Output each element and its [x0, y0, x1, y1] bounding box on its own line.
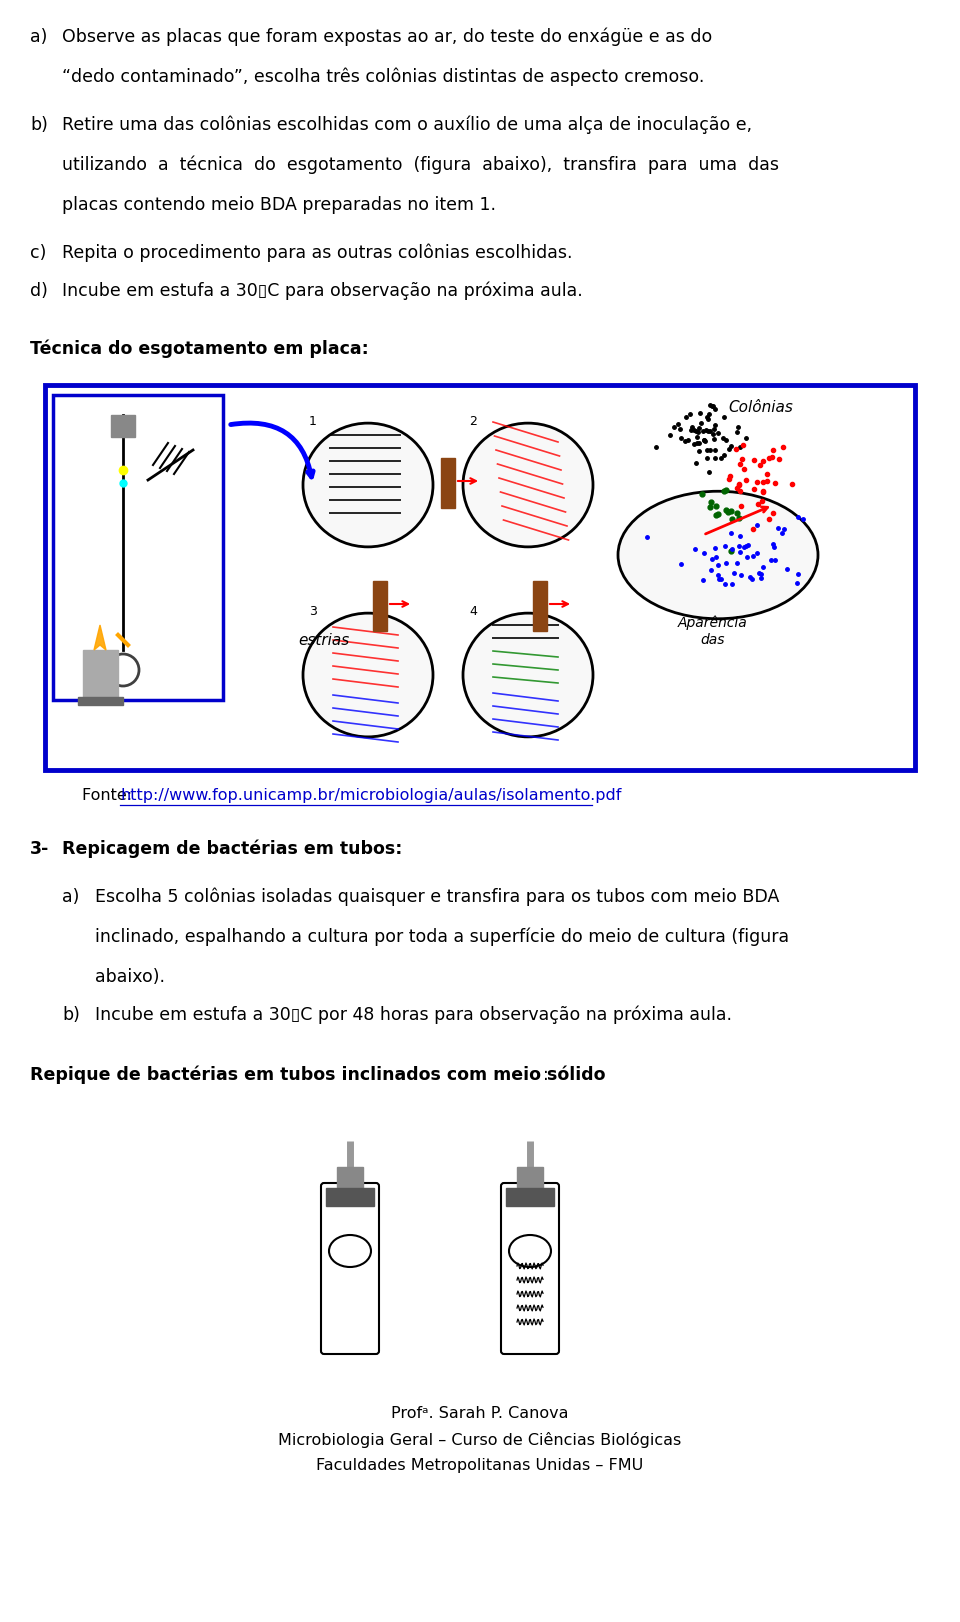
Bar: [45, 384, 915, 770]
Text: http://www.fop.unicamp.br/microbiologia/aulas/isolamento.pdf: http://www.fop.unicamp.br/microbiologia/…: [120, 788, 621, 803]
Text: a): a): [62, 887, 80, 907]
Text: Repique de bactérias em tubos inclinados com meio sólido: Repique de bactérias em tubos inclinados…: [30, 1066, 606, 1085]
Bar: [337, 1166, 363, 1189]
Text: c): c): [30, 243, 46, 263]
Text: 1: 1: [309, 415, 317, 428]
Text: b): b): [62, 1006, 80, 1023]
Text: Faculdades Metropolitanas Unidas – FMU: Faculdades Metropolitanas Unidas – FMU: [317, 1458, 643, 1473]
Text: Incube em estufa a 30▯C por 48 horas para observação na próxima aula.: Incube em estufa a 30▯C por 48 horas par…: [95, 1006, 732, 1025]
Text: Técnica do esgotamento em placa:: Técnica do esgotamento em placa:: [30, 341, 369, 358]
Text: a): a): [30, 28, 47, 45]
Bar: [83, 650, 118, 701]
Text: Colônias: Colônias: [728, 401, 793, 415]
Text: Microbiologia Geral – Curso de Ciências Biológicas: Microbiologia Geral – Curso de Ciências …: [278, 1432, 682, 1448]
Text: Retire uma das colônias escolhidas com o auxílio de uma alça de inoculação e,: Retire uma das colônias escolhidas com o…: [62, 117, 752, 135]
Text: b): b): [30, 117, 48, 135]
Text: Observe as placas que foram expostas ao ar, do teste do enxágüe e as do: Observe as placas que foram expostas ao …: [62, 28, 712, 47]
Bar: [53, 396, 223, 701]
Text: utilizando  a  técnica  do  esgotamento  (figura  abaixo),  transfira  para  uma: utilizando a técnica do esgotamento (fig…: [62, 156, 779, 175]
Text: :: :: [543, 1066, 549, 1083]
Bar: [441, 457, 455, 508]
Text: Escolha 5 colônias isoladas quaisquer e transfira para os tubos com meio BDA: Escolha 5 colônias isoladas quaisquer e …: [95, 887, 780, 907]
Bar: [111, 415, 135, 436]
Text: 2: 2: [469, 415, 477, 428]
Ellipse shape: [303, 423, 433, 547]
Text: Fonte:: Fonte:: [82, 788, 137, 803]
Ellipse shape: [303, 613, 433, 736]
Text: “dedo contaminado”, escolha três colônias distintas de aspecto cremoso.: “dedo contaminado”, escolha três colônia…: [62, 68, 705, 86]
Text: abaixo).: abaixo).: [95, 968, 165, 986]
Text: Incube em estufa a 30▯C para observação na próxima aula.: Incube em estufa a 30▯C para observação …: [62, 282, 583, 300]
Text: Aparência: Aparência: [678, 615, 748, 629]
Text: inclinado, espalhando a cultura por toda a superfície do meio de cultura (figura: inclinado, espalhando a cultura por toda…: [95, 928, 789, 947]
Ellipse shape: [463, 613, 593, 736]
Text: Repita o procedimento para as outras colônias escolhidas.: Repita o procedimento para as outras col…: [62, 243, 572, 263]
Text: Profᵃ. Sarah P. Canova: Profᵃ. Sarah P. Canova: [392, 1406, 568, 1421]
Bar: [373, 581, 387, 631]
Ellipse shape: [463, 423, 593, 547]
Text: estrias: estrias: [298, 633, 349, 649]
Bar: [506, 1187, 554, 1207]
Bar: [78, 697, 123, 706]
Bar: [517, 1166, 543, 1189]
Ellipse shape: [618, 491, 818, 618]
FancyBboxPatch shape: [501, 1182, 559, 1354]
Bar: [533, 581, 547, 631]
Text: Repicagem de bactérias em tubos:: Repicagem de bactérias em tubos:: [62, 840, 402, 858]
Text: 3: 3: [309, 605, 317, 618]
Text: placas contendo meio BDA preparadas no item 1.: placas contendo meio BDA preparadas no i…: [62, 196, 496, 214]
Polygon shape: [94, 624, 106, 650]
Text: 4: 4: [469, 605, 477, 618]
Bar: [326, 1187, 374, 1207]
Text: d): d): [30, 282, 48, 300]
FancyBboxPatch shape: [321, 1182, 379, 1354]
Text: 3-: 3-: [30, 840, 49, 858]
Text: das: das: [701, 633, 725, 647]
